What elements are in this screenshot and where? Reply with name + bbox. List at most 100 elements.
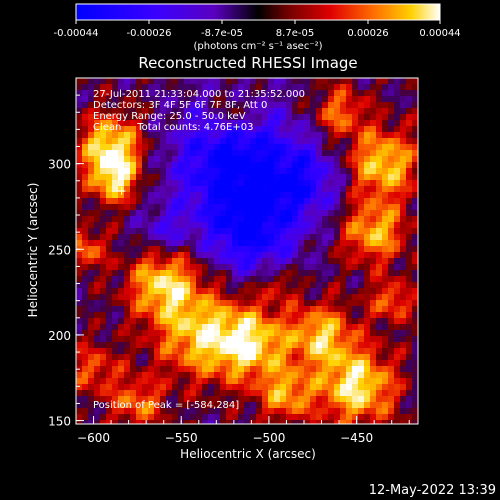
- heatmap-cell: [322, 288, 329, 295]
- heatmap-cell: [274, 216, 281, 223]
- heatmap-cell: [328, 294, 335, 301]
- heatmap-cell: [388, 156, 395, 163]
- heatmap-cell: [88, 384, 95, 391]
- heatmap-cell: [88, 174, 95, 181]
- heatmap-cell: [130, 114, 137, 121]
- heatmap-cell: [238, 252, 245, 259]
- heatmap-cell: [388, 204, 395, 211]
- heatmap-cell: [412, 330, 418, 337]
- heatmap-cell: [406, 144, 413, 151]
- heatmap-cell: [310, 96, 317, 103]
- heatmap-cell: [340, 228, 347, 235]
- heatmap-cell: [190, 204, 197, 211]
- heatmap-cell: [214, 246, 221, 253]
- heatmap-cell: [238, 270, 245, 277]
- heatmap-cell: [88, 156, 95, 163]
- heatmap-cell: [274, 384, 281, 391]
- heatmap-cell: [190, 306, 197, 313]
- heatmap-cell: [334, 396, 341, 403]
- heatmap-cell: [316, 366, 323, 373]
- heatmap-cell: [202, 396, 209, 403]
- heatmap-cell: [130, 342, 137, 349]
- heatmap-cell: [394, 210, 401, 217]
- heatmap-cell: [76, 84, 83, 91]
- heatmap-cell: [148, 366, 155, 373]
- heatmap-cell: [412, 306, 418, 313]
- heatmap-cell: [226, 402, 233, 409]
- heatmap-cell: [412, 354, 418, 361]
- heatmap-cell: [214, 306, 221, 313]
- heatmap-cell: [118, 360, 125, 367]
- heatmap-cell: [340, 210, 347, 217]
- heatmap-cell: [190, 162, 197, 169]
- heatmap-cell: [82, 210, 89, 217]
- heatmap-cell: [130, 270, 137, 277]
- heatmap-cell: [172, 360, 179, 367]
- heatmap-cell: [370, 300, 377, 307]
- heatmap-cell: [214, 318, 221, 325]
- heatmap-cell: [88, 132, 95, 139]
- heatmap-cell: [358, 384, 365, 391]
- heatmap-cell: [346, 420, 353, 424]
- heatmap-cell: [286, 294, 293, 301]
- heatmap-cell: [244, 138, 251, 145]
- heatmap-cell: [106, 258, 113, 265]
- heatmap-cell: [76, 402, 83, 409]
- heatmap-cell: [118, 150, 125, 157]
- heatmap-cell: [238, 264, 245, 271]
- heatmap-cell: [394, 294, 401, 301]
- heatmap-cell: [226, 252, 233, 259]
- heatmap-cell: [88, 78, 95, 85]
- heatmap-cell: [382, 342, 389, 349]
- heatmap-cell: [376, 144, 383, 151]
- heatmap-cell: [220, 258, 227, 265]
- heatmap-cell: [340, 420, 347, 424]
- heatmap-cell: [238, 132, 245, 139]
- heatmap-cell: [148, 408, 155, 415]
- heatmap-cell: [112, 240, 119, 247]
- heatmap-cell: [214, 294, 221, 301]
- heatmap-cell: [148, 306, 155, 313]
- heatmap-cell: [190, 330, 197, 337]
- heatmap-cell: [112, 318, 119, 325]
- heatmap-cell: [220, 312, 227, 319]
- heatmap-cell: [310, 204, 317, 211]
- heatmap-cell: [166, 294, 173, 301]
- heatmap-cell: [112, 156, 119, 163]
- heatmap-cell: [388, 342, 395, 349]
- heatmap-cell: [76, 300, 83, 307]
- heatmap-cell: [196, 96, 203, 103]
- heatmap-cell: [76, 234, 83, 241]
- heatmap-cell: [388, 270, 395, 277]
- heatmap-cell: [226, 294, 233, 301]
- heatmap-cell: [352, 348, 359, 355]
- heatmap-cell: [346, 402, 353, 409]
- heatmap-cell: [172, 300, 179, 307]
- heatmap-cell: [226, 84, 233, 91]
- heatmap-cell: [118, 288, 125, 295]
- heatmap-cell: [172, 168, 179, 175]
- heatmap-cell: [400, 156, 407, 163]
- heatmap-cell: [190, 282, 197, 289]
- heatmap-cell: [106, 114, 113, 121]
- heatmap-cell: [232, 168, 239, 175]
- heatmap-cell: [82, 408, 89, 415]
- heatmap-cell: [166, 318, 173, 325]
- heatmap-cell: [394, 174, 401, 181]
- heatmap-cell: [166, 390, 173, 397]
- heatmap-cell: [388, 192, 395, 199]
- heatmap-cell: [238, 162, 245, 169]
- heatmap-cell: [226, 216, 233, 223]
- heatmap-cell: [106, 354, 113, 361]
- heatmap-cell: [94, 132, 101, 139]
- heatmap-cell: [388, 138, 395, 145]
- heatmap-cell: [412, 180, 418, 187]
- heatmap-cell: [388, 174, 395, 181]
- heatmap-cell: [208, 354, 215, 361]
- heatmap-cell: [136, 228, 143, 235]
- heatmap-cell: [130, 288, 137, 295]
- heatmap-cell: [196, 300, 203, 307]
- heatmap-cell: [250, 102, 257, 109]
- x-tick-label: −450: [340, 431, 373, 445]
- heatmap-cell: [322, 372, 329, 379]
